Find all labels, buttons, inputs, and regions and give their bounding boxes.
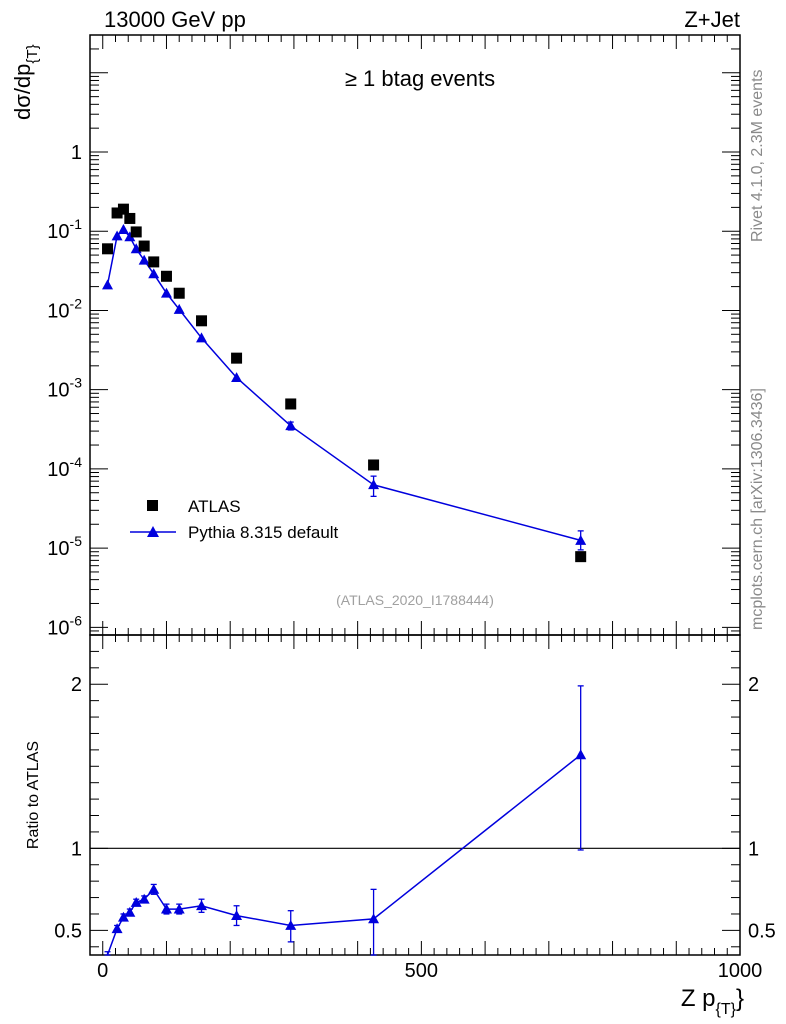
atlas-data-point [231,352,243,364]
ratio-y-tick-label-right: 0.5 [748,920,776,942]
main-y-tick-label: 1 [71,142,82,164]
ratio-point [285,919,297,930]
legend-atlas-marker [147,500,158,511]
atlas-data-point [138,240,150,252]
rivet-version-label: Rivet 4.1.0, 2.3M events [749,69,766,242]
pythia-point [173,303,185,314]
main-y-tick-label: 10-5 [47,533,82,560]
analysis-id-label: (ATLAS_2020_I1788444) [336,592,494,608]
main-y-tick-label: 10-1 [47,216,82,243]
atlas-data-point [102,243,114,255]
ratio-point [111,923,123,934]
main-data-marks [102,203,587,563]
legend-pythia-label: Pythia 8.315 default [188,523,339,542]
beam-label: 13000 GeV pp [104,7,246,32]
atlas-data-point [285,398,297,410]
atlas-data-point [130,226,142,238]
pythia-point [117,224,129,234]
x-tick-label: 1000 [718,960,763,982]
ratio-data-marks [104,685,587,956]
main-y-tick-label: 10-2 [47,295,82,322]
ratio-y-tick-label-right: 1 [748,838,759,860]
legend-atlas-label: ATLAS [188,497,241,516]
ratio-point [130,896,142,907]
ratio-panel-frame [89,634,741,956]
pythia-point [124,231,136,242]
ratio-y-tick-label-left: 2 [71,674,82,696]
pythia-point [102,279,114,290]
atlas-data-point [368,459,380,471]
atlas-data-point [575,551,587,563]
main-y-axis-title: dσ/dp{T} [10,44,41,120]
atlas-data-point [196,315,208,327]
atlas-data-point [173,287,185,299]
atlas-data-point [111,207,123,219]
ratio-point [196,900,208,911]
pythia-point [575,534,587,545]
ratio-series-line [106,754,582,956]
selection-title: ≥ 1 btag events [345,66,495,91]
x-tick-label: 0 [97,960,108,982]
legend: ATLAS Pythia 8.315 default [130,497,339,542]
ratio-y-tick-label-right: 2 [748,674,759,696]
ratio-point [148,883,160,894]
ratio-axis-ticks: 0.5 0.5 1 1 2 2 0 500 1000 [54,634,776,982]
pythia-point [148,268,160,279]
main-panel-frame [89,34,741,636]
atlas-data-point [148,256,160,268]
pythia-series-line [106,228,581,542]
main-y-tick-label: 10-6 [47,612,82,639]
ratio-y-tick-label-left: 0.5 [54,920,82,942]
ratio-point [160,903,172,914]
ratio-y-axis-title: Ratio to ATLAS [25,741,42,849]
pythia-point [285,420,297,431]
main-y-tick-label: 10-3 [47,375,82,402]
atlas-data-point [117,203,129,215]
pythia-point [111,230,123,241]
ratio-point [173,903,185,914]
atlas-data-point [124,212,136,224]
x-axis-title: Z p{T}} [681,985,744,1018]
x-tick-label: 500 [405,960,438,982]
pythia-point [196,332,208,343]
ratio-point [138,893,150,904]
main-axis-ticks: 10-6 10-5 10-4 10-3 10-2 10-1 1 [47,34,741,639]
mcplots-label: mcplots.cern.ch [arXiv:1306.3436] [749,388,766,630]
pythia-point [368,479,380,490]
legend-pythia-marker [147,526,159,537]
ratio-point [231,910,243,921]
ratio-point [124,906,136,917]
ratio-point [117,911,129,922]
ratio-point [575,749,587,760]
ratio-y-tick-label-left: 1 [71,838,82,860]
atlas-data-point [160,270,172,282]
main-y-tick-label: 10-4 [47,454,82,481]
pythia-point [231,372,243,383]
process-label: Z+Jet [684,7,740,32]
ratio-point [368,913,380,924]
pythia-point [138,254,150,265]
pythia-point [160,287,172,298]
